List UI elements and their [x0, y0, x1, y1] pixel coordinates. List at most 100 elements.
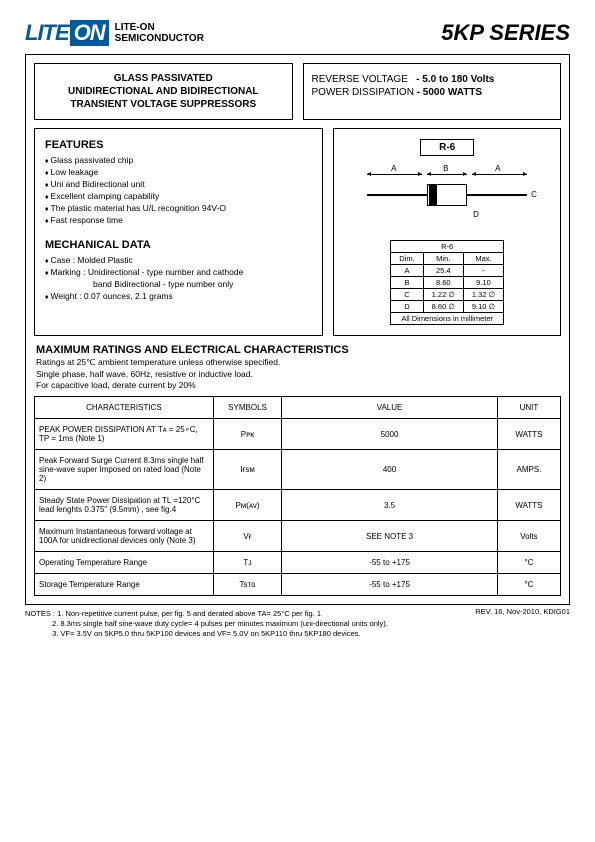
char-cell: PEAK POWER DISSIPATION AT Tᴀ = 25∘C, TP … — [35, 419, 214, 450]
note-3: 3. VF= 3.5V on 5KP5.0 thru 5KP100 device… — [52, 629, 360, 638]
char-cell: -55 to +175 — [282, 574, 498, 596]
dim-table-footer: All Dimensions in millimeter — [391, 313, 504, 325]
lead-left — [367, 194, 427, 196]
features-heading: FEATURES — [45, 139, 312, 151]
dim-col3: Max. — [463, 253, 503, 265]
mech-case: Case : Molded Plastic — [45, 255, 312, 265]
package-box: R-6 A B A C D R-6 Dim. Min. — [333, 128, 561, 336]
top-boxes: GLASS PASSIVATED UNIDIRECTIONAL AND BIDI… — [34, 63, 561, 120]
title-line2: UNIDIRECTIONAL AND BIDIRECTIONAL — [43, 85, 284, 98]
title-line3: TRANSIENT VOLTAGE SUPPRESSORS — [43, 98, 284, 111]
features-mechanical-box: FEATURES Glass passivated chip Low leaka… — [34, 128, 323, 336]
dimension-table: R-6 Dim. Min. Max. A25.4- B8.609.10 C1.2… — [390, 240, 504, 325]
dim-cell: 9.10 ∅ — [463, 301, 503, 313]
max-heading: MAXIMUM RATINGS AND ELECTRICAL CHARACTER… — [36, 344, 559, 356]
dim-cell: 9.10 — [463, 277, 503, 289]
dim-table-header: R-6 — [391, 241, 504, 253]
feature-item: Glass passivated chip — [45, 155, 312, 165]
feature-item: Fast response time — [45, 215, 312, 225]
char-th: UNIT — [497, 397, 560, 419]
spec1-label: REVERSE VOLTAGE — [312, 74, 408, 85]
dim-cell: 8.60 — [423, 277, 463, 289]
char-cell: °C — [497, 552, 560, 574]
max-line1: Ratings at 25℃ ambient temperature unles… — [36, 357, 559, 368]
char-cell: Storage Temperature Range — [35, 574, 214, 596]
mech-marking: Marking : Unidirectional - type number a… — [45, 267, 312, 277]
notes-block: NOTES : 1. Non-repetitive current pulse,… — [25, 609, 388, 638]
footer-row: NOTES : 1. Non-repetitive current pulse,… — [25, 605, 570, 638]
spec-line1: REVERSE VOLTAGE - 5.0 to 180 Volts — [312, 74, 553, 85]
mechanical-list2: Weight : 0.07 ounces, 2.1 grams — [45, 291, 312, 301]
dim-col1: Dim. — [391, 253, 423, 265]
char-cell: °C — [497, 574, 560, 596]
char-cell: WATTS — [497, 490, 560, 521]
logo-text: LITEON — [25, 20, 109, 46]
max-line3: For capacitive load, derate current by 2… — [36, 380, 559, 390]
datasheet-body: GLASS PASSIVATED UNIDIRECTIONAL AND BIDI… — [25, 54, 570, 605]
title-line1: GLASS PASSIVATED — [43, 72, 284, 85]
logo-subtitle: LITE-ON SEMICONDUCTOR — [115, 22, 204, 44]
dim-cell: 1.32 ∅ — [463, 289, 503, 301]
char-th: VALUE — [282, 397, 498, 419]
package-label-wrap: R-6 — [344, 139, 550, 162]
char-cell: Maximum Instantaneous forward voltage at… — [35, 521, 214, 552]
dim-col2: Min. — [423, 253, 463, 265]
dim-cell: - — [463, 265, 503, 277]
package-label: R-6 — [420, 139, 474, 156]
char-cell: 400 — [282, 450, 498, 490]
characteristics-table: CHARACTERISTICS SYMBOLS VALUE UNIT PEAK … — [34, 396, 561, 596]
logo-group: LITEON LITE-ON SEMICONDUCTOR — [25, 20, 204, 46]
char-cell: Iғsᴍ — [213, 450, 281, 490]
dim-c: C — [531, 190, 537, 199]
char-cell: -55 to +175 — [282, 552, 498, 574]
dim-cell: A — [391, 265, 423, 277]
dim-cell: D — [391, 301, 423, 313]
dim-cell: B — [391, 277, 423, 289]
feature-item: Excellent clamping capability — [45, 191, 312, 201]
page-header: LITEON LITE-ON SEMICONDUCTOR 5KP SERIES — [25, 20, 570, 46]
note-2: 2. 8.3ms single half sine-wave duty cycl… — [52, 619, 388, 628]
dim-cell: C — [391, 289, 423, 301]
mech-marking2: band Bidirectional - type number only — [93, 279, 312, 289]
dim-cell: 8.60 ∅ — [423, 301, 463, 313]
char-cell: Volts — [497, 521, 560, 552]
char-cell: AMPS. — [497, 450, 560, 490]
feature-item: Low leakage — [45, 167, 312, 177]
spec-line2: POWER DISSIPATION - 5000 WATTS — [312, 87, 553, 98]
spec2-label: POWER DISSIPATION — [312, 87, 414, 98]
char-cell: Peak Forward Surge Current 8.3ms single … — [35, 450, 214, 490]
char-cell: Pᴍ(ᴀᴠ) — [213, 490, 281, 521]
note-1: 1. Non-repetitive current pulse, per fig… — [57, 609, 321, 618]
char-cell: SEE NOTE 3 — [282, 521, 498, 552]
char-th: SYMBOLS — [213, 397, 281, 419]
notes-label: NOTES : — [25, 609, 55, 618]
mechanical-list: Case : Molded Plastic Marking : Unidirec… — [45, 255, 312, 277]
char-cell: Vғ — [213, 521, 281, 552]
package-diagram: A B A C D — [357, 162, 537, 232]
dim-cell: 1.22 ∅ — [423, 289, 463, 301]
logo-sub1: LITE-ON — [115, 22, 204, 33]
logo-lite: LITE — [25, 20, 69, 45]
dim-arrow-b — [427, 174, 467, 175]
title-box: GLASS PASSIVATED UNIDIRECTIONAL AND BIDI… — [34, 63, 293, 120]
char-cell: Steady State Power Dissipation at TL =12… — [35, 490, 214, 521]
dim-arrow-a2 — [472, 174, 527, 175]
char-cell: WATTS — [497, 419, 560, 450]
dim-b: B — [443, 164, 448, 173]
logo-on: ON — [70, 20, 109, 46]
mech-weight: Weight : 0.07 ounces, 2.1 grams — [45, 291, 312, 301]
cathode-band — [429, 184, 437, 206]
lead-right — [467, 194, 527, 196]
features-list: Glass passivated chip Low leakage Uni an… — [45, 155, 312, 225]
char-cell: Tsᴛɢ — [213, 574, 281, 596]
spec-box: REVERSE VOLTAGE - 5.0 to 180 Volts POWER… — [303, 63, 562, 120]
char-cell: Pᴘᴋ — [213, 419, 281, 450]
mid-row: FEATURES Glass passivated chip Low leaka… — [34, 128, 561, 336]
char-cell: 5000 — [282, 419, 498, 450]
feature-item: The plastic material has U/L recognition… — [45, 203, 312, 213]
max-ratings-section: MAXIMUM RATINGS AND ELECTRICAL CHARACTER… — [36, 344, 559, 390]
revision-text: REV. 16, Nov-2010, KDIG01 — [475, 607, 570, 638]
spec1-value: - 5.0 to 180 Volts — [416, 74, 494, 85]
logo-sub2: SEMICONDUCTOR — [115, 33, 204, 44]
dim-cell: 25.4 — [423, 265, 463, 277]
